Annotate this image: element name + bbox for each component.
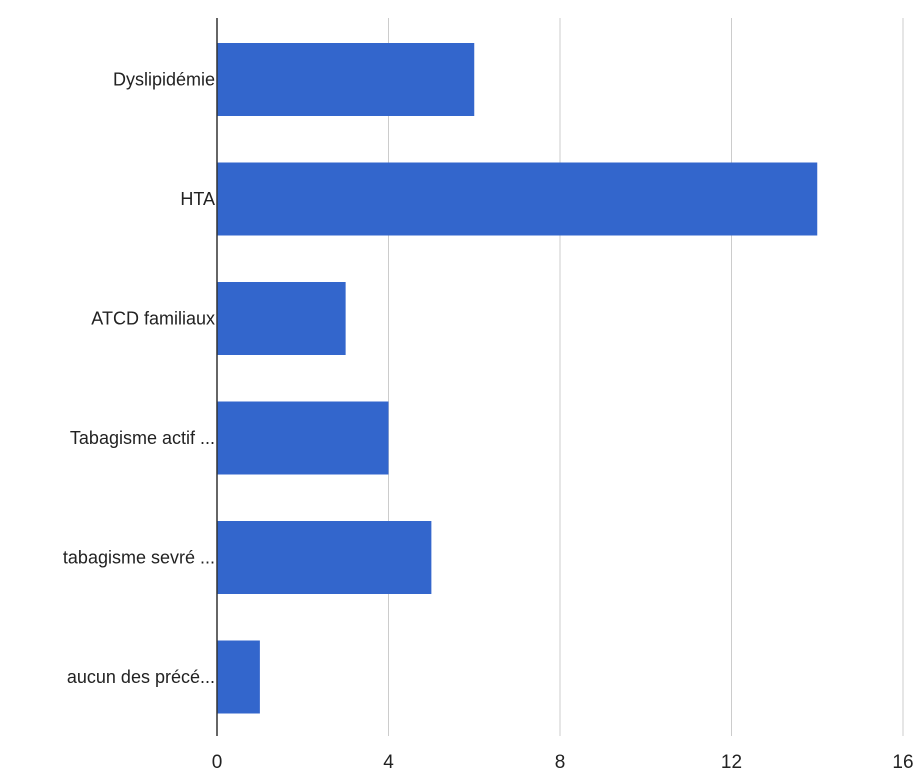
category-label-6: aucun des précé... [67, 667, 215, 687]
x-axis-ticks: 0 4 8 12 16 [212, 752, 914, 773]
bar-3 [217, 282, 346, 355]
x-tick-label-0: 0 [212, 752, 223, 773]
bar-series [217, 43, 818, 714]
category-label-4: Tabagisme actif ... [70, 428, 215, 448]
category-label-3: ATCD familiaux [91, 309, 215, 329]
x-tick-label-4: 4 [383, 752, 394, 773]
x-tick-label-12: 12 [721, 752, 742, 773]
bar-4 [217, 401, 389, 475]
category-label-1: Dyslipidémie [113, 70, 215, 90]
bar-6 [217, 640, 260, 714]
bar-1 [217, 43, 475, 116]
category-label-2: HTA [180, 189, 215, 209]
category-labels: Dyslipidémie HTA ATCD familiaux Tabagisme a… [63, 70, 215, 688]
x-tick-label-8: 8 [555, 752, 566, 773]
bar-2 [217, 162, 818, 236]
grid-lines [388, 18, 904, 736]
category-label-5: tabagisme sevré ... [63, 548, 215, 568]
x-tick-label-16: 16 [892, 752, 913, 773]
bar-5 [217, 521, 432, 594]
